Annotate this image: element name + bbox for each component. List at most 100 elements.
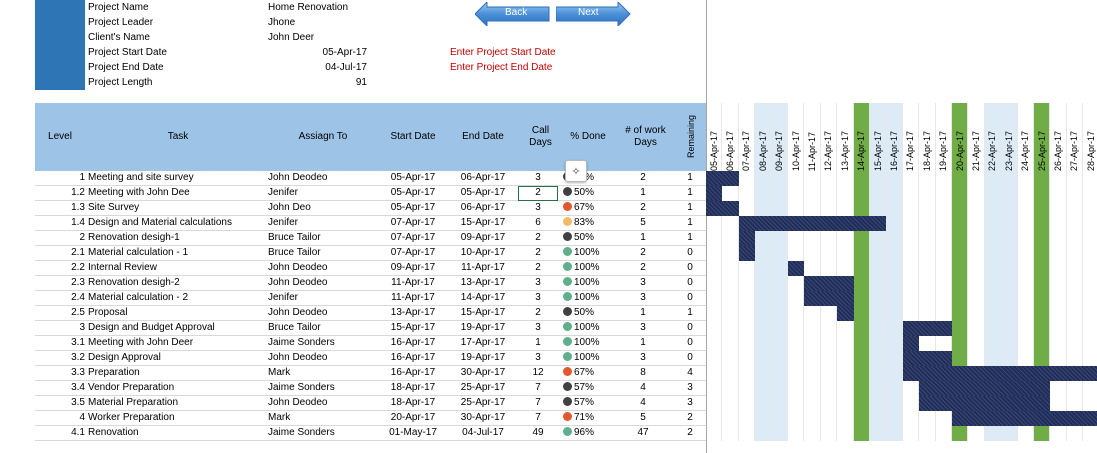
assign-cell[interactable]: Jaime Sonders — [268, 337, 335, 348]
call-days-cell[interactable]: 49 — [532, 427, 544, 438]
gantt-bar[interactable] — [919, 396, 1051, 411]
work-days-cell[interactable]: 2 — [640, 202, 646, 213]
end-date-cell[interactable]: 11-Apr-17 — [461, 262, 505, 273]
level-cell[interactable]: 4 — [79, 412, 85, 423]
level-cell[interactable]: 3.2 — [71, 352, 85, 363]
call-days-cell[interactable]: 2 — [535, 187, 541, 198]
assign-cell[interactable]: John Deodeo — [268, 172, 328, 183]
quick-analysis-icon[interactable]: ✧ — [565, 160, 587, 182]
start-date-cell[interactable]: 15-Apr-17 — [390, 322, 436, 333]
done-cell[interactable]: 83% — [563, 216, 613, 231]
table-row[interactable]: 3.1 Meeting with John Deer Jaime Sonders 16… — [35, 336, 706, 351]
work-days-cell[interactable]: 8 — [640, 367, 646, 378]
call-days-cell[interactable]: 6 — [535, 217, 541, 228]
task-cell[interactable]: Worker Preparation — [88, 412, 175, 423]
end-date-cell[interactable]: 25-Apr-17 — [460, 397, 506, 408]
level-cell[interactable]: 3.5 — [71, 397, 85, 408]
remaining-cell[interactable]: 1 — [687, 232, 693, 243]
start-date-cell[interactable]: 11-Apr-17 — [391, 292, 435, 303]
table-row[interactable]: 2.3 Renovation desigh-2 John Deodeo 11-Apr-… — [35, 276, 706, 291]
work-days-cell[interactable]: 2 — [640, 262, 646, 273]
work-days-cell[interactable]: 2 — [640, 172, 646, 183]
project-name-value[interactable]: Home Renovation — [268, 2, 349, 13]
remaining-cell[interactable]: 2 — [687, 427, 693, 438]
table-row[interactable]: 4 Worker Preparation Mark 20-Apr-17 30-Apr-1… — [35, 411, 706, 426]
table-row[interactable]: 2 Renovation desigh-1 Bruce Tailor 07-Apr-1… — [35, 231, 706, 246]
level-cell[interactable]: 3 — [79, 322, 85, 333]
gantt-bar[interactable] — [706, 171, 739, 186]
assign-cell[interactable]: Jaime Sonders — [268, 427, 335, 438]
assign-cell[interactable]: John Deo — [268, 202, 311, 213]
gantt-bar[interactable] — [738, 246, 756, 261]
gantt-bar[interactable] — [952, 411, 1097, 426]
level-cell[interactable]: 2.1 — [71, 247, 85, 258]
done-cell[interactable]: 67% — [563, 366, 613, 381]
gantt-bar[interactable] — [706, 201, 739, 216]
task-cell[interactable]: Meeting and site survey — [88, 172, 194, 183]
work-days-cell[interactable]: 4 — [640, 397, 646, 408]
start-date-cell[interactable]: 07-Apr-17 — [390, 232, 436, 243]
gantt-bar[interactable] — [804, 291, 854, 306]
gantt-bar[interactable] — [738, 231, 756, 246]
table-row[interactable]: 3.5 Material Preparation John Deodeo 18-Apr… — [35, 396, 706, 411]
project-end-value[interactable]: 04-Jul-17 — [325, 62, 367, 73]
level-cell[interactable]: 2.5 — [71, 307, 85, 318]
assign-cell[interactable]: Jenifer — [268, 217, 299, 228]
assign-cell[interactable]: Mark — [268, 367, 291, 378]
work-days-cell[interactable]: 3 — [640, 352, 646, 363]
assign-cell[interactable]: John Deodeo — [268, 307, 328, 318]
end-date-cell[interactable]: 14-Apr-17 — [460, 292, 506, 303]
assign-cell[interactable]: John Deodeo — [268, 277, 328, 288]
table-row[interactable]: 2.5 Proposal John Deodeo 13-Apr-17 15-Apr-17… — [35, 306, 706, 321]
task-cell[interactable]: Design and Budget Approval — [88, 322, 215, 333]
call-days-cell[interactable]: 2 — [535, 247, 541, 258]
done-cell[interactable]: 71% — [563, 411, 613, 426]
task-cell[interactable]: Meeting with John Dee — [88, 187, 190, 198]
gantt-bar[interactable] — [804, 276, 854, 291]
gantt-bar[interactable] — [738, 216, 887, 231]
work-days-cell[interactable]: 3 — [640, 292, 646, 303]
gantt-bar[interactable] — [902, 321, 952, 336]
done-cell[interactable]: 50% — [563, 306, 613, 321]
selected-cell[interactable] — [518, 186, 558, 201]
table-row[interactable]: 1.4 Design and Material calculations Jenif… — [35, 216, 706, 231]
assign-cell[interactable]: Bruce Tailor — [268, 322, 321, 333]
call-days-cell[interactable]: 12 — [532, 367, 544, 378]
call-days-cell[interactable]: 3 — [535, 352, 541, 363]
end-date-cell[interactable]: 30-Apr-17 — [460, 367, 506, 378]
end-date-cell[interactable]: 06-Apr-17 — [460, 202, 506, 213]
call-days-cell[interactable]: 2 — [535, 232, 541, 243]
table-row[interactable]: 2.4 Material calculation - 2 Jenifer 11-Apr… — [35, 291, 706, 306]
assign-cell[interactable]: Bruce Tailor — [268, 232, 321, 243]
level-cell[interactable]: 2.3 — [71, 277, 85, 288]
start-date-cell[interactable]: 05-Apr-17 — [390, 187, 436, 198]
table-row[interactable]: 3.2 Design Approval John Deodeo 16-Apr-17 19… — [35, 351, 706, 366]
table-row[interactable]: 1 Meeting and site survey John Deodeo 05-Ap… — [35, 171, 706, 186]
gantt-bar[interactable] — [919, 381, 1051, 396]
task-cell[interactable]: Material calculation - 2 — [88, 292, 189, 303]
start-date-cell[interactable]: 05-Apr-17 — [390, 172, 436, 183]
work-days-cell[interactable]: 5 — [640, 412, 646, 423]
table-row[interactable]: 2.2 Internal Review John Deodeo 09-Apr-17 11… — [35, 261, 706, 276]
remaining-cell[interactable]: 0 — [687, 352, 693, 363]
remaining-cell[interactable]: 0 — [687, 277, 693, 288]
task-cell[interactable]: Site Survey — [88, 202, 140, 213]
start-date-cell[interactable]: 16-Apr-17 — [390, 337, 436, 348]
assign-cell[interactable]: John Deodeo — [268, 352, 328, 363]
work-days-cell[interactable]: 1 — [640, 232, 646, 243]
next-button[interactable]: Next — [555, 0, 631, 28]
call-days-cell[interactable]: 3 — [535, 292, 541, 303]
call-days-cell[interactable]: 3 — [535, 322, 541, 333]
done-cell[interactable]: 100% — [563, 246, 613, 261]
start-date-cell[interactable]: 18-Apr-17 — [390, 382, 436, 393]
done-cell[interactable]: 100% — [563, 321, 613, 336]
start-date-cell[interactable]: 16-Apr-17 — [390, 367, 436, 378]
task-cell[interactable]: Meeting with John Deer — [88, 337, 194, 348]
table-row[interactable]: 1.2 Meeting with John Dee Jenifer 05-Apr-17… — [35, 186, 706, 201]
work-days-cell[interactable]: 3 — [640, 277, 646, 288]
gantt-bar[interactable] — [837, 306, 854, 321]
remaining-cell[interactable]: 1 — [687, 202, 693, 213]
table-row[interactable]: 3.4 Vendor Preparation Jaime Sonders 18-Apr… — [35, 381, 706, 396]
assign-cell[interactable]: John Deodeo — [268, 262, 328, 273]
done-cell[interactable]: 50% — [563, 231, 613, 246]
